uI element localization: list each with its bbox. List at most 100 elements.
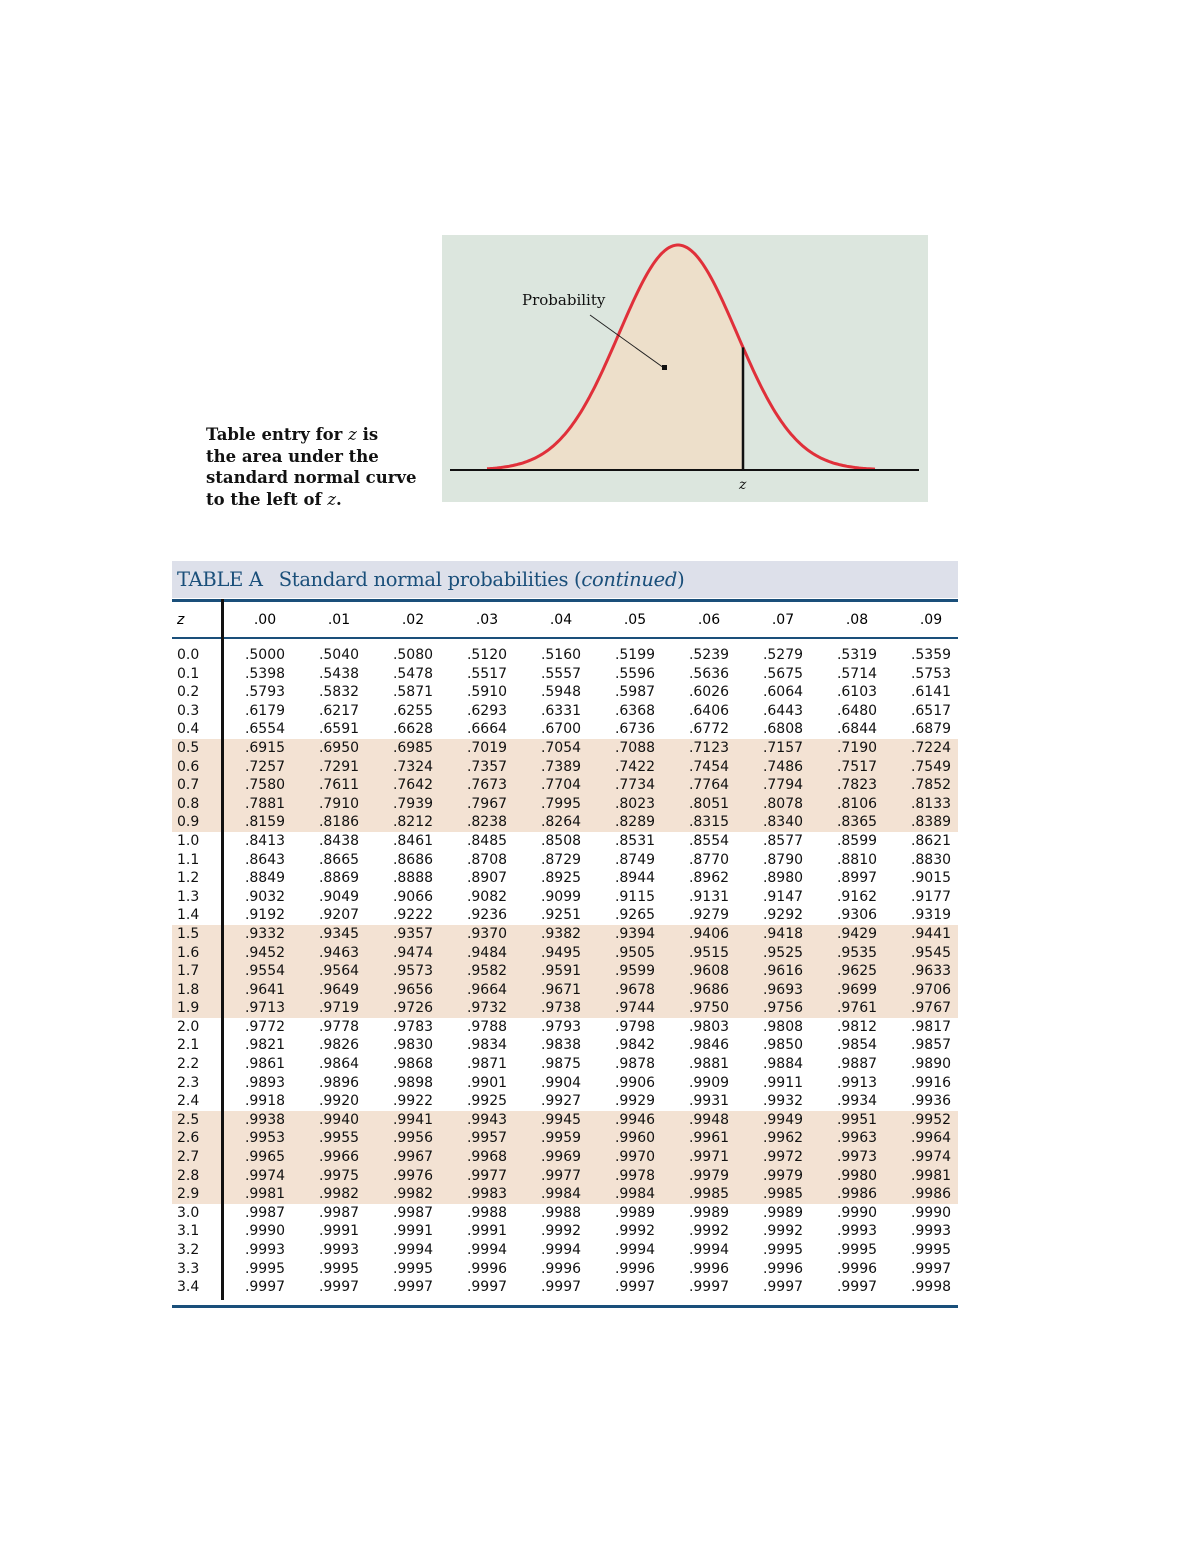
probability-cell: .9977 (466, 1167, 508, 1184)
row-z-value: 3.3 (177, 1260, 200, 1277)
probability-cell: .9082 (466, 888, 508, 905)
probability-cell: .9788 (466, 1018, 508, 1035)
row-z-value: 0.0 (177, 647, 200, 663)
probability-cell: .9992 (762, 1223, 804, 1240)
probability-cell: .9979 (762, 1167, 804, 1184)
probability-cell: .8238 (466, 814, 508, 831)
table-row: 3.4 .9997 .9997 .9997 .9997 .9997 .9997 .9997 .9… (172, 1278, 958, 1297)
probability-cell: .9995 (910, 1242, 952, 1258)
probability-cell: .9979 (688, 1167, 730, 1184)
row-z-value: 0.2 (177, 684, 200, 701)
probability-cell: .9370 (466, 925, 508, 942)
probability-cell: .8888 (392, 870, 434, 887)
probability-cell: .8810 (836, 851, 878, 868)
probability-cell: .9896 (318, 1074, 360, 1091)
probability-cell: .5398 (244, 665, 286, 682)
probability-cell: .9991 (318, 1223, 360, 1240)
probability-cell: .9826 (318, 1037, 360, 1054)
probability-cell: .9842 (614, 1037, 656, 1054)
probability-cell: .9913 (836, 1074, 878, 1091)
table-row: 1.9 .9713 .9719 .9726 .9732 .9738 .9744 .9750 .9… (172, 999, 958, 1018)
probability-cell: .9978 (614, 1167, 656, 1184)
row-z-value: 0.1 (177, 665, 200, 682)
table-title-continued: continued (581, 568, 678, 591)
probability-cell: .9994 (614, 1242, 656, 1258)
probability-cell: .9943 (466, 1111, 508, 1128)
probability-cell: .6141 (910, 684, 952, 701)
row-z-value: 2.0 (177, 1018, 200, 1035)
row-z-value: 0.6 (177, 758, 200, 775)
probability-cell: .9207 (318, 907, 360, 924)
probability-cell: .9920 (318, 1093, 360, 1110)
probability-cell: .7995 (540, 795, 582, 812)
probability-cell: .9812 (836, 1018, 878, 1035)
probability-cell: .9986 (836, 1186, 878, 1203)
probability-cell: .6664 (466, 721, 508, 738)
probability-cell: .9222 (392, 907, 434, 924)
probability-cell: .9162 (836, 888, 878, 905)
row-z-value: 1.8 (177, 981, 200, 998)
row-z-value: 3.0 (177, 1204, 200, 1221)
probability-cell: .7190 (836, 739, 878, 756)
probability-cell: .9997 (614, 1279, 656, 1296)
probability-cell: .5871 (392, 684, 434, 701)
header-col: .02 (401, 612, 425, 628)
probability-cell: .9941 (392, 1111, 434, 1128)
table-row: 2.1 .9821 .9826 .9830 .9834 .9838 .9842 .9846 .9… (172, 1036, 958, 1055)
probability-cell: .8621 (910, 832, 952, 849)
probability-cell: .7794 (762, 777, 804, 794)
probability-cell: .9875 (540, 1056, 582, 1073)
probability-cell: .9972 (762, 1149, 804, 1166)
probability-cell: .7291 (318, 758, 360, 775)
probability-cell: .9992 (688, 1223, 730, 1240)
probability-cell: .6443 (762, 702, 804, 719)
probability-cell: .8051 (688, 795, 730, 812)
probability-cell: .9996 (540, 1260, 582, 1277)
row-z-value: 2.2 (177, 1056, 200, 1073)
table-row: 0.2 .5793 .5832 .5871 .5910 .5948 .5987 .6026 .6… (172, 683, 958, 702)
probability-cell: .9985 (688, 1186, 730, 1203)
table-row: 1.2 .8849 .8869 .8888 .8907 .8925 .8944 .8962 .8… (172, 869, 958, 888)
probability-cell: .9793 (540, 1018, 582, 1035)
row-z-value: 0.3 (177, 702, 200, 719)
probability-cell: .9997 (688, 1279, 730, 1296)
probability-cell: .5239 (688, 647, 730, 663)
probability-cell: .9997 (910, 1260, 952, 1277)
probability-cell: .9591 (540, 963, 582, 980)
probability-cell: .9931 (688, 1093, 730, 1110)
probability-cell: .9976 (392, 1167, 434, 1184)
probability-cell: .9192 (244, 907, 286, 924)
row-z-value: 2.9 (177, 1186, 200, 1203)
row-z-value: 1.7 (177, 963, 200, 980)
probability-cell: .9996 (688, 1260, 730, 1277)
probability-cell: .8962 (688, 870, 730, 887)
table-title-text: Standard normal probabilities ( (278, 568, 582, 591)
probability-cell: .9994 (392, 1242, 434, 1258)
probability-cell: .9778 (318, 1018, 360, 1035)
probability-cell: .8980 (762, 870, 804, 887)
probability-cell: .8749 (614, 851, 656, 868)
table-row: 2.8 .9974 .9975 .9976 .9977 .9977 .9978 .9979 .9… (172, 1166, 958, 1186)
probability-cell: .9964 (910, 1130, 952, 1147)
probability-cell: .9968 (466, 1149, 508, 1166)
probability-cell: .9599 (614, 963, 656, 980)
probability-cell: .9893 (244, 1074, 286, 1091)
probability-cell: .8133 (910, 795, 952, 812)
probability-cell: .9881 (688, 1056, 730, 1073)
probability-cell: .6026 (688, 684, 730, 701)
probability-cell: .9996 (762, 1260, 804, 1277)
probability-cell: .5438 (318, 665, 360, 682)
probability-cell: .9699 (836, 981, 878, 998)
probability-cell: .7324 (392, 758, 434, 775)
row-z-value: 1.6 (177, 944, 200, 961)
table-row: 1.6 .9452 .9463 .9474 .9484 .9495 .9505 .9515 .9… (172, 943, 958, 963)
probability-cell: .9962 (762, 1130, 804, 1147)
probability-cell: .9236 (466, 907, 508, 924)
probability-cell: .9884 (762, 1056, 804, 1073)
table-row: 1.1 .8643 .8665 .8686 .8708 .8729 .8749 .8770 .8… (172, 851, 958, 870)
probability-cell: .6915 (244, 739, 286, 756)
probability-cell: .9997 (836, 1279, 878, 1296)
probability-cell: .9306 (836, 907, 878, 924)
row-z-value: 2.7 (177, 1149, 200, 1166)
header-col: .09 (919, 612, 943, 628)
